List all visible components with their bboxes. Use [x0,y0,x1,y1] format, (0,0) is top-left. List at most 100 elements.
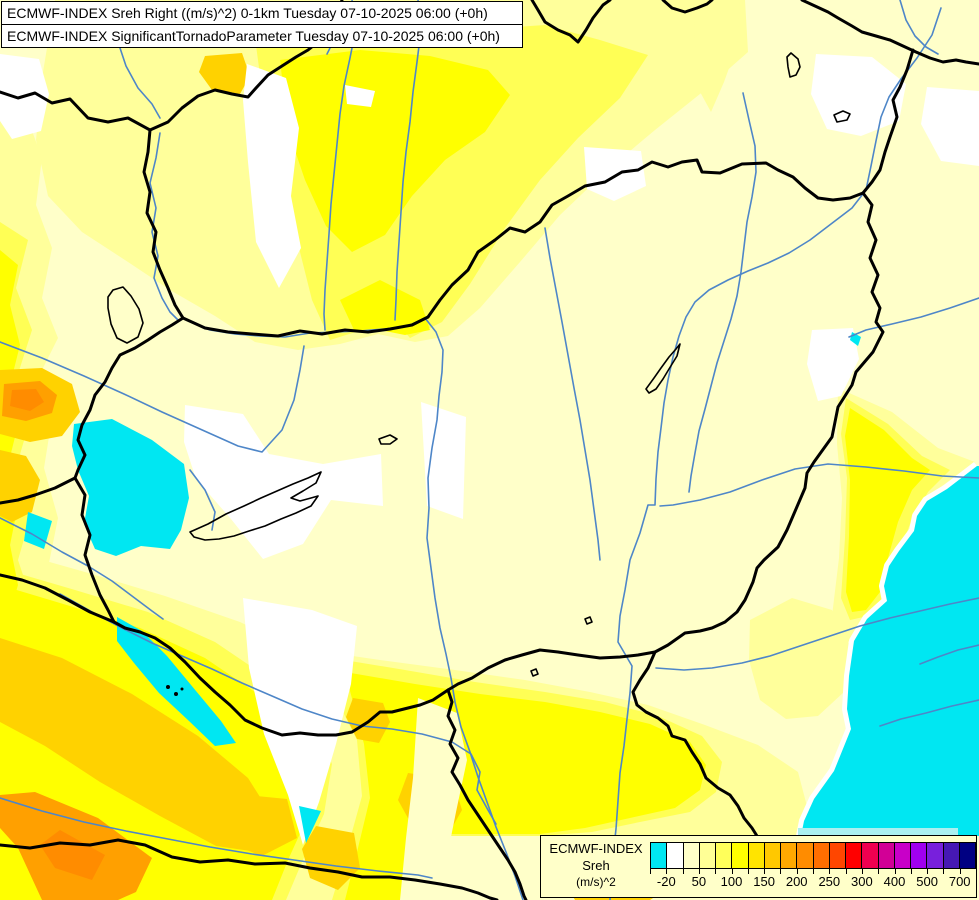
country-border [73,316,185,480]
legend-tick-label: 100 [720,874,743,889]
legend-color-cell [666,842,684,869]
legend-parameter-name: Sreh [582,858,610,873]
lake-outline [107,286,144,344]
legend-tick-mark [894,869,896,874]
river [0,797,433,879]
legend-color-cell [698,842,716,869]
cyan-negative-zones [24,332,979,843]
legend-tick-mark [943,869,945,874]
legend-tick-label: 400 [883,874,906,889]
legend-tick-mark [878,869,880,874]
legend-color-cell [845,842,863,869]
river [0,341,305,453]
legend-tick-mark [910,869,912,874]
river [879,699,979,727]
legend-label: ECMWF-INDEX Sreh (m/s)^2 [545,840,647,891]
legend-model-name: ECMWF-INDEX [549,841,643,856]
legend-color-cell [812,842,830,869]
country-border [800,0,979,66]
legend-tick-mark [698,869,700,874]
legend-tick-label: 700 [948,874,971,889]
country-border [661,0,714,14]
country-border [0,573,116,624]
legend-color-cell [715,842,733,869]
legend-tick-mark [845,869,847,874]
legend-tick-label: 250 [818,874,841,889]
lake-outline [833,110,851,123]
legend-tick-mark [927,869,929,874]
river [59,593,497,825]
country-border [530,0,612,44]
small-lake-dots [166,685,184,696]
river [848,297,979,338]
legend-tick-label: 50 [691,874,707,889]
legend-tick-mark [780,869,782,874]
country-border [73,476,116,624]
legend-tick-mark [829,869,831,874]
legend-color-cell [747,842,765,869]
legend-color-cell [763,842,781,869]
lake-outline [786,52,801,78]
river [544,227,601,561]
river [323,0,357,331]
legend-tick-label: 500 [916,874,938,889]
legend-tick-mark [747,869,749,874]
country-border [446,648,657,692]
country-border [181,315,430,338]
country-border [0,838,499,900]
legend-tick-label: 200 [785,874,808,889]
country-border [0,476,77,505]
legend-color-cell [942,842,960,869]
lake-outline [645,343,681,394]
legend-color-cell [650,842,668,869]
tisza-river [609,7,942,900]
legend-tick-mark [796,869,798,874]
lake-outline [189,471,322,541]
river [0,517,164,620]
legend-color-cell [893,842,911,869]
river [117,41,161,119]
legend-color-cell [958,842,976,869]
legend-color-cell [731,842,749,869]
lake-outline [584,616,593,625]
legend-colorbar [650,842,976,869]
legend-tick-label: -20 [656,874,676,889]
legend-color-cell [796,842,814,869]
legend-color-cell [828,842,846,869]
legend-tick-label: 150 [753,874,775,889]
country-border [142,128,185,320]
lake-outline [378,434,398,445]
river [394,0,422,321]
legend-tick-mark [976,869,977,874]
country-border [426,158,865,319]
river [688,92,757,493]
legend-tick-label: 300 [851,874,873,889]
legend-color-cell [877,842,895,869]
legend-color-cell [861,842,879,869]
legend-tick-mark [682,869,684,874]
legend-unit: (m/s)^2 [576,875,616,889]
title-line-2: ECMWF-INDEX SignificantTornadoParameter … [1,24,523,48]
legend-tick-mark [731,869,733,874]
country-border [631,650,759,838]
cream-wedge-zone [400,698,467,900]
lake-outline [530,668,539,677]
river [655,597,979,671]
country-border [653,191,885,654]
legend-tick-mark [715,869,717,874]
country-border [446,688,528,900]
legend-color-cell [780,842,798,869]
legend-tick-mark [813,869,814,874]
lakes [107,52,851,677]
title-line-1: ECMWF-INDEX Sreh Right ((m/s)^2) 0-1km T… [1,1,523,25]
color-scale-legend: ECMWF-INDEX Sreh (m/s)^2 -20 50 100 150 200 2… [540,835,977,898]
legend-color-cell [910,842,928,869]
legend-color-cell [682,842,700,869]
legend-tick-mark [650,869,651,874]
map-title-box: ECMWF-INDEX Sreh Right ((m/s)^2) 0-1km T… [1,1,523,48]
country-border [112,620,450,737]
white-contour-zones [0,54,979,845]
